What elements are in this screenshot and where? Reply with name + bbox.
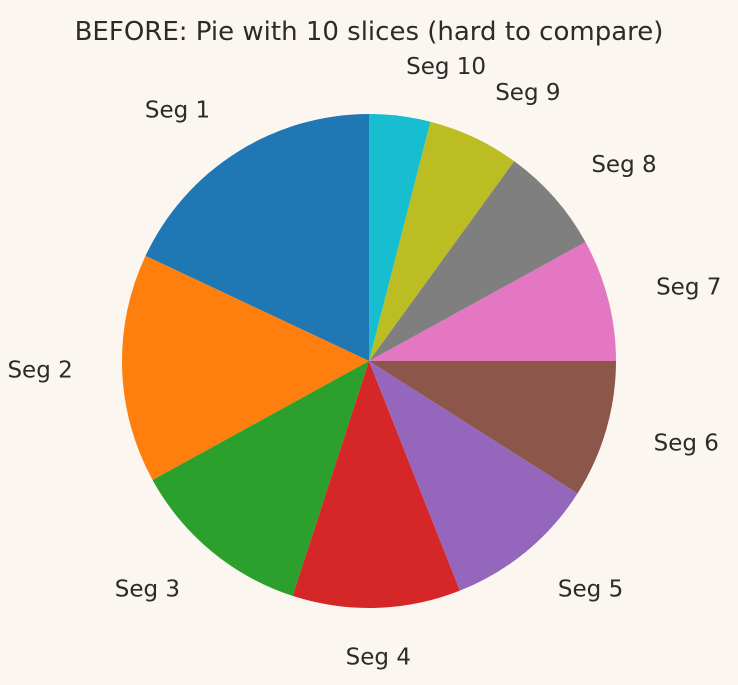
chart-title: BEFORE: Pie with 10 slices (hard to comp…: [75, 17, 664, 47]
slice-label-3: Seg 3: [115, 576, 180, 602]
slice-label-4: Seg 4: [346, 644, 411, 670]
slice-label-10: Seg 10: [406, 54, 486, 80]
pie-slice-3: [152, 361, 369, 596]
pie-slice-8: [369, 161, 586, 361]
slice-label-6: Seg 6: [654, 431, 719, 457]
slice-label-5: Seg 5: [558, 576, 623, 602]
pie-slices: [122, 114, 616, 608]
pie-slice-2: [122, 255, 369, 480]
pie-slice-6: [369, 361, 616, 494]
pie-slice-7: [369, 242, 616, 361]
pie-slice-9: [369, 121, 515, 361]
pie-labels: Seg 1 Seg 2 Seg 3 Seg 4 Seg 5 Seg 6 Seg 7 Seg 8…: [7, 54, 721, 670]
pie-slice-10: [369, 114, 431, 361]
slice-label-8: Seg 8: [591, 152, 656, 178]
slice-label-2: Seg 2: [7, 357, 72, 383]
slice-label-7: Seg 7: [656, 274, 721, 300]
pie-slice-4: [292, 361, 460, 608]
slice-label-1: Seg 1: [145, 98, 210, 124]
pie-slice-5: [369, 361, 578, 591]
slice-label-9: Seg 9: [495, 80, 560, 106]
pie-slice-1: [145, 114, 369, 361]
